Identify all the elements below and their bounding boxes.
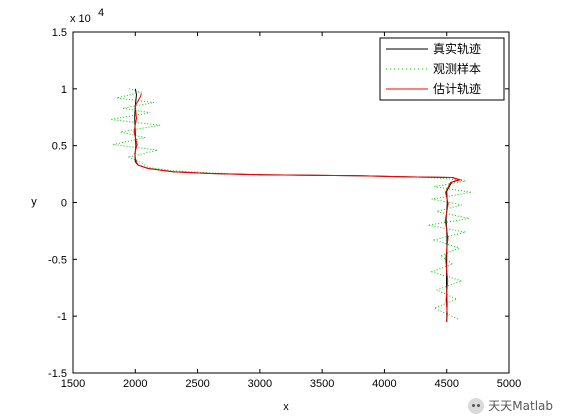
watermark-text: 天天Matlab — [488, 399, 553, 413]
x-tick-label: 4500 — [434, 378, 458, 390]
x-tick-label: 5000 — [497, 378, 521, 390]
y-axis-ticks: -1.5 -1 -0.5 0 0.5 1 1.5 — [48, 27, 509, 380]
legend-label-estimated: 估计轨迹 — [433, 82, 481, 96]
y-tick-label: 1 — [61, 84, 67, 96]
x-axis-ticks: 1500 2000 2500 3000 3500 4000 4500 5000 — [61, 32, 521, 390]
y-exponent-power: 4 — [98, 7, 104, 19]
y-tick-label: -1.5 — [48, 368, 67, 380]
legend-label-observed: 观测样本 — [433, 61, 481, 76]
y-tick-label: 0.5 — [52, 141, 67, 153]
y-exponent-base: x 10 — [70, 13, 91, 25]
x-tick-label: 4000 — [372, 378, 396, 390]
series-observed-samples — [110, 88, 472, 321]
series-estimated-trajectory — [133, 93, 463, 322]
y-tick-label: -1 — [57, 311, 67, 323]
legend: 真实轨迹 观测样本 估计轨迹 — [379, 37, 505, 101]
y-tick-label: 1.5 — [52, 27, 67, 39]
wechat-icon — [468, 397, 485, 414]
series-layer — [110, 88, 472, 322]
watermark: 天天Matlab — [468, 397, 553, 414]
y-axis-label: y — [31, 196, 37, 208]
legend-box — [379, 37, 505, 101]
legend-label-true: 真实轨迹 — [433, 41, 481, 56]
y-tick-label: 0 — [61, 198, 67, 210]
x-axis-label: x — [283, 401, 289, 413]
x-tick-label: 3000 — [248, 378, 272, 390]
y-tick-label: -0.5 — [48, 254, 67, 266]
x-tick-label: 1500 — [61, 378, 85, 390]
x-tick-label: 2500 — [185, 378, 209, 390]
x-tick-label: 3500 — [310, 378, 334, 390]
x-tick-label: 2000 — [123, 378, 147, 390]
